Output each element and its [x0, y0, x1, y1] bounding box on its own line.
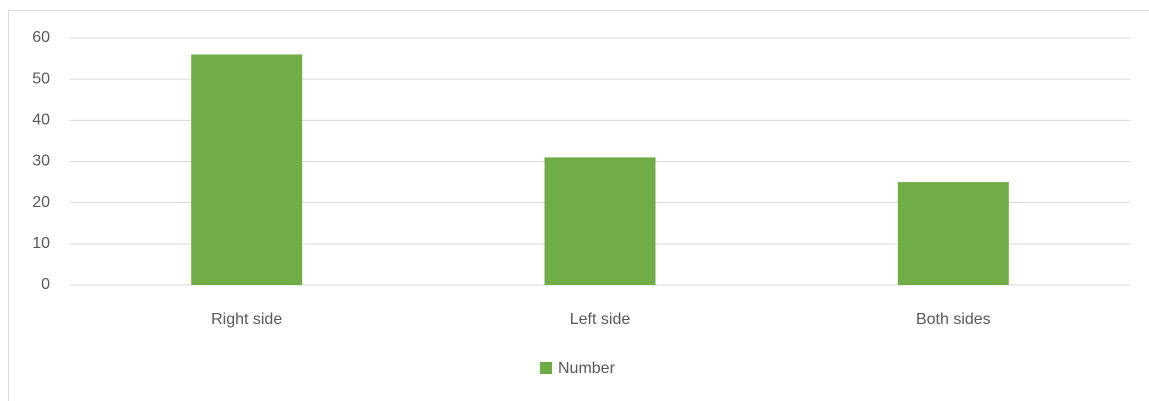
x-tick-label: Both sides: [916, 311, 991, 328]
x-tick-label: Right side: [211, 311, 282, 328]
y-tick-label: 0: [41, 276, 50, 293]
bar: [191, 54, 303, 285]
y-tick-label: 20: [32, 194, 50, 211]
x-tick-label: Left side: [570, 311, 631, 328]
legend-label: Number: [558, 360, 616, 377]
chart-border: [8, 10, 1149, 401]
y-tick-label: 10: [32, 235, 50, 252]
legend-swatch: [540, 362, 552, 374]
bar: [544, 157, 656, 285]
bar: [897, 182, 1009, 285]
y-tick-label: 30: [32, 153, 50, 170]
y-tick-label: 40: [32, 112, 50, 129]
y-tick-label: 50: [32, 70, 50, 87]
y-tick-label: 60: [32, 29, 50, 46]
